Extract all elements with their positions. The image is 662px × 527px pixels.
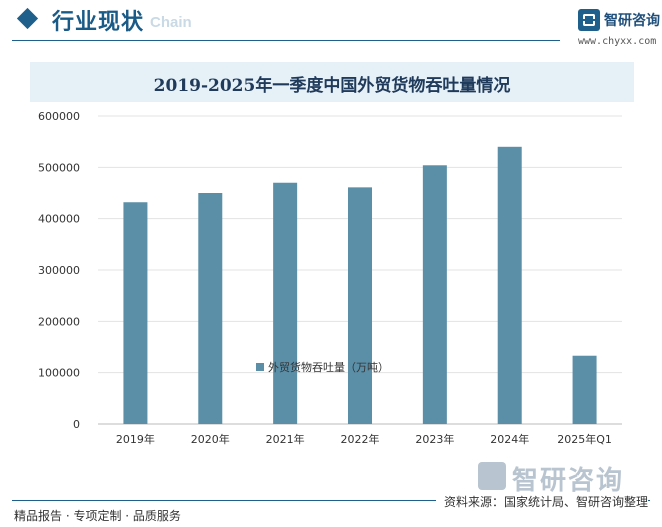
x-tick-label: 2023年 [415,432,454,446]
brand-name: 智研咨询 [604,13,660,29]
bar [273,182,298,424]
bar [348,187,372,424]
bar [572,355,597,424]
footer-tagline: 精品报告 · 专项定制 · 品质服务 [14,509,181,523]
y-tick-label: 500000 [38,161,80,174]
y-tick-label: 300000 [38,264,80,277]
bar [497,146,522,425]
diamond-icon [16,7,39,30]
x-tick-label: 2020年 [191,432,230,446]
ghost-subtitle: Chain [150,14,192,31]
page-header: 行业现状 Chain 智研咨询 www.chyxx.com [0,0,662,47]
x-tick-label: 2022年 [341,432,380,446]
x-tick-label: 2025年Q1 [557,432,612,446]
chart-title-band: 2019-2025年一季度中国外贸货物吞吐量情况 [30,62,634,102]
y-tick-label: 100000 [38,367,80,380]
bar [198,193,223,424]
y-tick-label: 600000 [38,110,80,123]
bar [422,165,447,424]
footer-divider [12,500,650,501]
x-tick-label: 2019年 [116,432,155,446]
bar [123,202,148,424]
header-divider [12,40,560,41]
bar-chart: 0 100000 200000 300000 400000 500000 600000 201… [38,110,622,446]
chart-title: 2019-2025年一季度中国外贸货物吞吐量情况 [153,76,511,96]
legend-swatch [256,363,264,371]
x-tick-label: 2021年 [266,432,305,446]
watermark-text: 智研咨询 [512,466,625,496]
brand-url: www.chyxx.com [578,36,657,47]
section-title: 行业现状 [52,10,145,35]
watermark-icon [478,462,506,490]
y-tick-label: 200000 [38,315,80,328]
legend-label: 外贸货物吞吐量（万吨） [268,360,389,374]
brand-icon [578,9,600,31]
data-source: 资料来源：国家统计局、智研咨询整理 [435,493,648,510]
x-tick-label: 2024年 [490,432,529,446]
y-tick-label: 0 [73,418,80,431]
y-tick-label: 400000 [38,213,80,226]
